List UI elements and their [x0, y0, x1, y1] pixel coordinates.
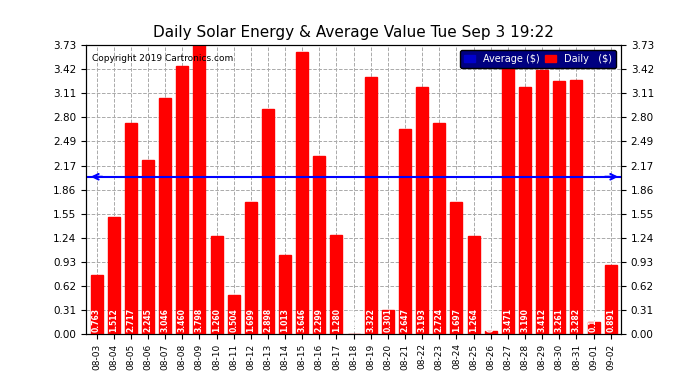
Bar	[416, 87, 428, 334]
Text: 3.460: 3.460	[178, 308, 187, 332]
Bar	[382, 310, 394, 334]
Text: 1.013: 1.013	[281, 308, 290, 332]
Bar	[331, 235, 342, 334]
Bar	[365, 76, 377, 334]
Text: 1.512: 1.512	[109, 309, 118, 332]
Bar	[502, 65, 514, 334]
Text: 0.301: 0.301	[384, 308, 393, 332]
Text: 3.471: 3.471	[504, 308, 513, 332]
Bar	[279, 255, 291, 334]
Text: 0.504: 0.504	[229, 309, 238, 332]
Text: 3.193: 3.193	[417, 308, 426, 332]
Bar	[451, 202, 462, 334]
Bar	[468, 236, 480, 334]
Bar	[296, 51, 308, 334]
Bar	[125, 123, 137, 334]
Text: 2.717: 2.717	[126, 308, 135, 332]
Text: 3.261: 3.261	[555, 308, 564, 332]
Text: 2.647: 2.647	[400, 308, 410, 332]
Bar	[245, 202, 257, 334]
Text: 2.299: 2.299	[315, 308, 324, 332]
Text: 1.699: 1.699	[246, 308, 255, 332]
Bar	[536, 70, 548, 334]
Bar	[108, 217, 119, 334]
Bar	[399, 129, 411, 334]
Bar	[604, 265, 617, 334]
Bar	[262, 110, 274, 334]
Bar	[571, 80, 582, 334]
Title: Daily Solar Energy & Average Value Tue Sep 3 19:22: Daily Solar Energy & Average Value Tue S…	[153, 25, 554, 40]
Text: 3.646: 3.646	[297, 308, 307, 332]
Text: 0.157: 0.157	[589, 308, 598, 332]
Bar	[90, 274, 103, 334]
Text: Copyright 2019 Cartronics.com: Copyright 2019 Cartronics.com	[92, 54, 233, 63]
Text: 2.898: 2.898	[264, 308, 273, 332]
Bar	[159, 98, 171, 334]
Bar	[228, 295, 239, 334]
Text: 3.190: 3.190	[520, 308, 529, 332]
Text: 3.412: 3.412	[538, 308, 546, 332]
Bar	[176, 66, 188, 334]
Bar	[588, 322, 600, 334]
Text: 2.724: 2.724	[435, 308, 444, 332]
Text: 1.280: 1.280	[332, 308, 341, 332]
Text: 0.030: 0.030	[486, 308, 495, 332]
Text: 2.245: 2.245	[144, 309, 152, 332]
Bar	[485, 332, 497, 334]
Text: 3.046: 3.046	[161, 308, 170, 332]
Text: 1.264: 1.264	[469, 308, 478, 332]
Text: 3.322: 3.322	[366, 308, 375, 332]
Text: 0.763: 0.763	[92, 308, 101, 332]
Bar	[313, 156, 326, 334]
Bar	[210, 236, 222, 334]
Text: 3.798: 3.798	[195, 308, 204, 332]
Bar	[142, 160, 154, 334]
Bar	[553, 81, 565, 334]
Text: 0.891: 0.891	[607, 308, 615, 332]
Text: 0.000: 0.000	[349, 308, 358, 332]
Bar	[519, 87, 531, 334]
Bar	[193, 40, 206, 334]
Text: 3.282: 3.282	[572, 308, 581, 332]
Legend: Average ($), Daily   ($): Average ($), Daily ($)	[460, 50, 616, 68]
Text: 1.260: 1.260	[212, 308, 221, 332]
Bar	[433, 123, 445, 334]
Text: 1.697: 1.697	[452, 308, 461, 332]
